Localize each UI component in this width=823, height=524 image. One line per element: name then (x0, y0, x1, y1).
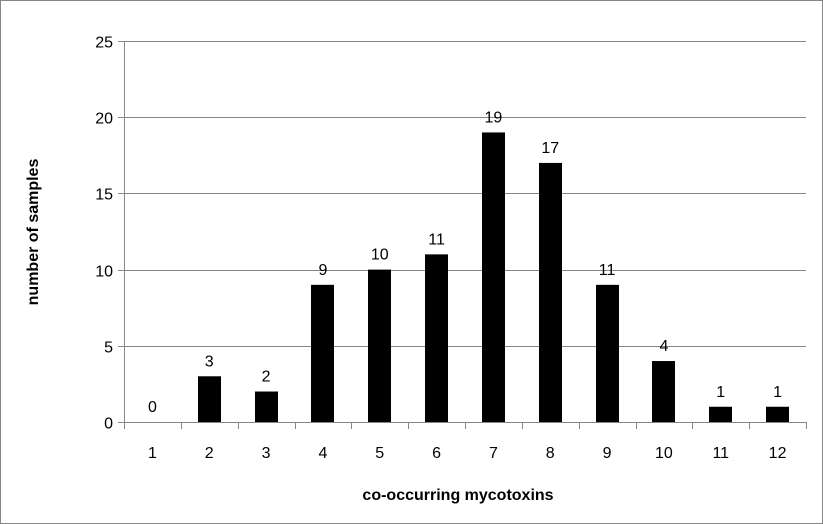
data-label: 11 (428, 231, 445, 248)
data-label: 1 (716, 384, 725, 401)
y-tick-label: 10 (95, 264, 113, 281)
bar (652, 361, 675, 422)
bar (709, 406, 732, 422)
data-label: 4 (659, 338, 668, 355)
data-label: 10 (371, 247, 389, 264)
y-tick-label: 20 (95, 111, 113, 128)
data-label: 11 (599, 262, 616, 279)
bar (255, 391, 278, 422)
data-label: 9 (318, 262, 327, 279)
x-tick-label: 5 (375, 445, 384, 462)
x-tick-label: 7 (489, 445, 498, 462)
bar (425, 254, 448, 422)
data-label: 19 (485, 109, 503, 126)
y-tick-label: 15 (95, 187, 113, 204)
bar (311, 284, 334, 422)
data-label: 17 (541, 140, 559, 157)
gridlines (124, 41, 806, 347)
data-label: 2 (262, 369, 271, 386)
bar (539, 162, 562, 423)
y-tick-label: 25 (95, 35, 113, 52)
data-label: 1 (773, 384, 782, 401)
bar (198, 376, 221, 422)
bars (198, 132, 789, 423)
y-tick-label: 5 (104, 340, 113, 357)
data-label: 0 (148, 399, 157, 416)
x-tick-label: 2 (205, 445, 214, 462)
x-tick-label: 3 (262, 445, 271, 462)
x-tick-label: 9 (603, 445, 612, 462)
axes (118, 41, 807, 429)
x-tick-label: 4 (318, 445, 327, 462)
x-tick-label: 1 (148, 445, 157, 462)
bar (368, 269, 391, 422)
x-tick-label: 6 (432, 445, 441, 462)
bar (596, 284, 619, 422)
y-tick-label: 0 (104, 416, 113, 433)
bar (482, 132, 505, 422)
x-tick-label: 11 (712, 445, 729, 462)
bar (766, 406, 789, 422)
y-axis-title: number of samples (25, 159, 42, 306)
x-axis-title: co-occurring mycotoxins (362, 487, 553, 504)
x-tick-label: 8 (546, 445, 555, 462)
x-tick-label: 12 (769, 445, 787, 462)
data-label: 3 (205, 353, 214, 370)
x-tick-label: 10 (655, 445, 673, 462)
